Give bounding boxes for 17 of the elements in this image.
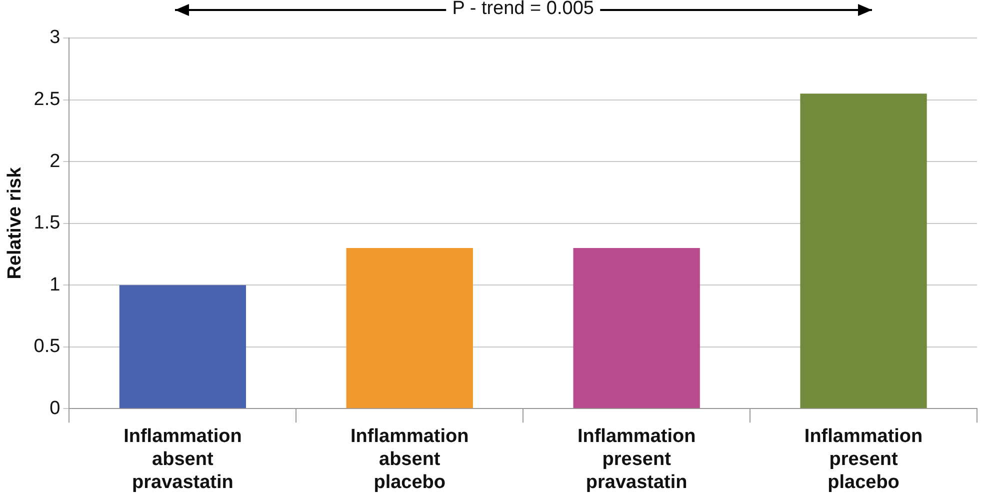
bar [119,285,246,408]
x-tick-label: Inflammation absent pravastatin [124,426,242,493]
y-tick-label: 2.5 [34,89,60,110]
y-tick-label: 2 [50,150,60,172]
x-tick-label: Inflammation present placebo [804,426,923,493]
y-tick-label: 1 [50,274,60,296]
y-tick-label: 1.5 [34,212,60,234]
y-tick-label: 0.5 [34,336,60,358]
y-tick-label: 3 [50,27,60,48]
bar [346,248,473,408]
x-tick-label: Inflammation absent placebo [350,426,469,493]
y-axis-title: Relative risk [4,166,26,280]
y-tick-label: 0 [50,398,60,419]
x-tick-label: Inflammation present pravastatin [577,426,696,493]
bar [800,94,927,408]
text: P - trend = 0.005 [446,0,600,20]
bar [573,248,700,408]
